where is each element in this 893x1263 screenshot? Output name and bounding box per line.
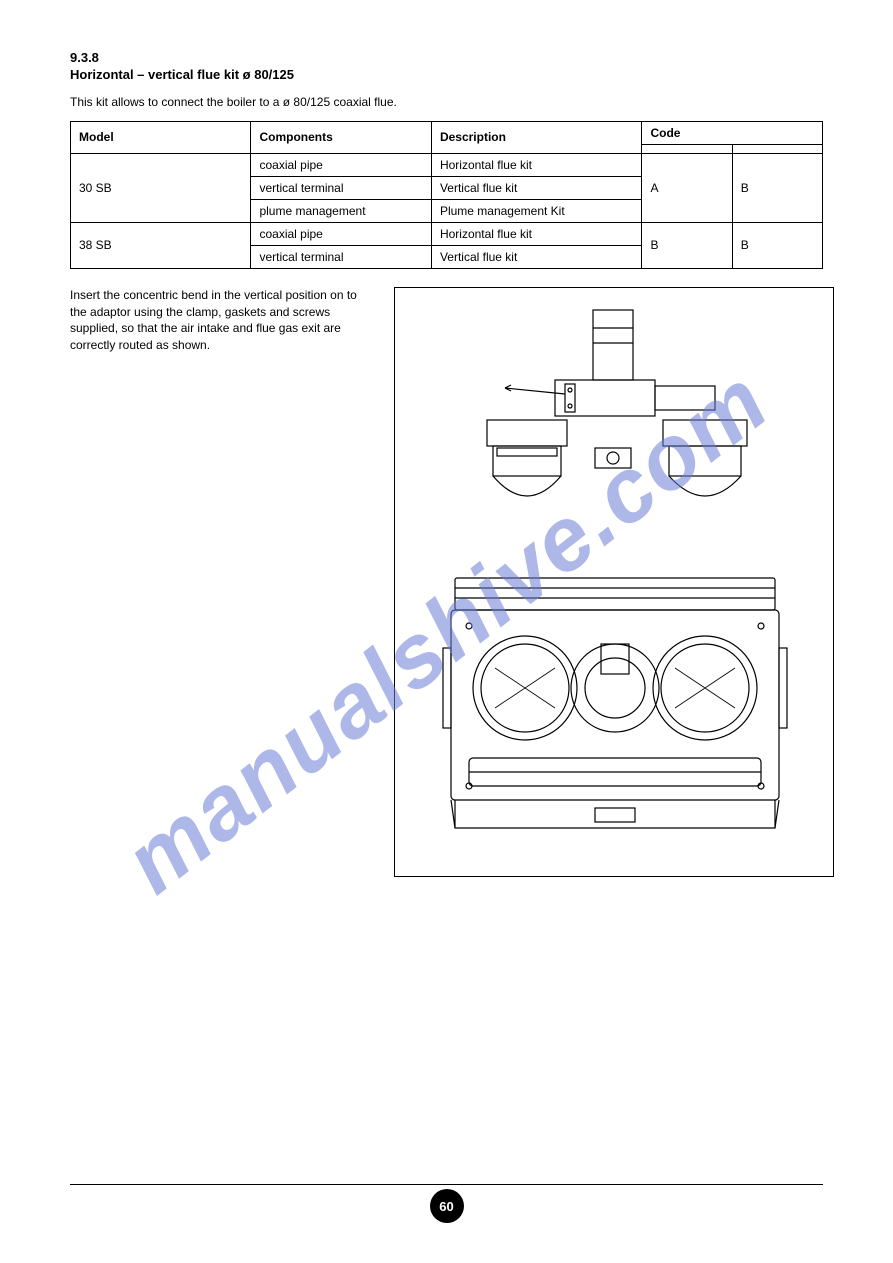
section-title: Horizontal – vertical flue kit ø 80/125: [70, 67, 823, 82]
footer-rule: [70, 1184, 823, 1185]
cell-code2: B: [732, 222, 822, 268]
spec-table: Model Components Description Code 30 SB …: [70, 121, 823, 269]
cell-desc: Vertical flue kit: [431, 176, 642, 199]
cell-comp: vertical terminal: [251, 176, 431, 199]
table-row: 30 SB coaxial pipe Horizontal flue kit A…: [71, 153, 823, 176]
page-number: 60: [430, 1189, 464, 1223]
technical-diagram: [394, 287, 834, 877]
cell-code1: A: [642, 153, 732, 222]
cell-comp: coaxial pipe: [251, 153, 431, 176]
table-row: 38 SB coaxial pipe Horizontal flue kit B…: [71, 222, 823, 245]
cell-desc: Horizontal flue kit: [431, 222, 642, 245]
th-model: Model: [71, 121, 251, 153]
section-number: 9.3.8: [70, 50, 823, 65]
th-code-sub1: [642, 144, 732, 153]
th-code: Code: [642, 121, 823, 144]
flue-kit-diagram-svg: [395, 288, 835, 878]
figure-caption: Insert the concentric bend in the vertic…: [70, 287, 370, 354]
cell-comp: plume management: [251, 199, 431, 222]
cell-comp: vertical terminal: [251, 245, 431, 268]
cell-desc: Plume management Kit: [431, 199, 642, 222]
cell-code2: B: [732, 153, 822, 222]
th-code-sub2: [732, 144, 822, 153]
cell-desc: Vertical flue kit: [431, 245, 642, 268]
cell-comp: coaxial pipe: [251, 222, 431, 245]
th-description: Description: [431, 121, 642, 153]
cell-model: 38 SB: [71, 222, 251, 268]
cell-model: 30 SB: [71, 153, 251, 222]
th-components: Components: [251, 121, 431, 153]
cell-code1: B: [642, 222, 732, 268]
cell-desc: Horizontal flue kit: [431, 153, 642, 176]
intro-text: This kit allows to connect the boiler to…: [70, 94, 823, 111]
